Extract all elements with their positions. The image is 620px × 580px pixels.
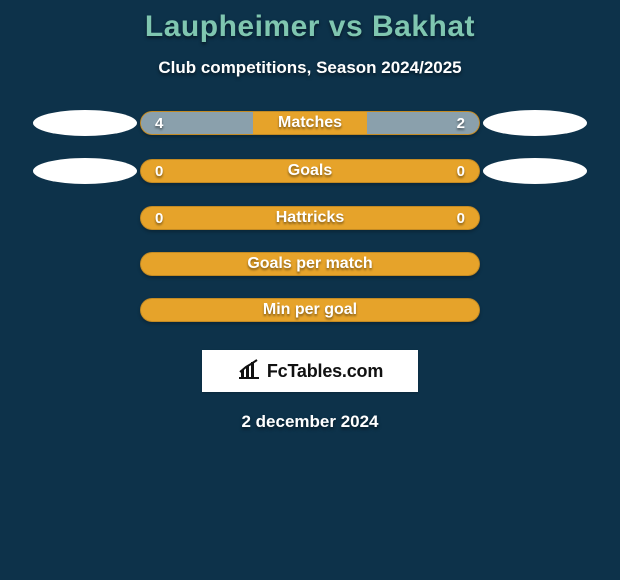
title-vs: vs	[320, 10, 372, 43]
title-player-a: Laupheimer	[145, 10, 320, 43]
left-oval-icon	[33, 110, 137, 136]
bar-label: Goals	[288, 162, 332, 180]
bar-label-wrap: Goals	[141, 160, 479, 182]
stat-row-goals-per-match: Goals per match	[0, 252, 620, 276]
right-badge	[480, 110, 590, 136]
stat-rows: 42Matches 00Goals 00Hattricks Goals per mat…	[0, 110, 620, 322]
stat-row-matches: 42Matches	[0, 110, 620, 136]
bar-goals-per-match: Goals per match	[140, 252, 480, 276]
chart-icon	[237, 358, 261, 385]
stat-row-min-per-goal: Min per goal	[0, 298, 620, 322]
bar-label: Goals per match	[247, 255, 372, 273]
brand-box[interactable]: FcTables.com	[202, 350, 418, 392]
left-badge	[30, 110, 140, 136]
title-player-b: Bakhat	[372, 10, 475, 43]
bar-min-per-goal: Min per goal	[140, 298, 480, 322]
bar-goals: 00Goals	[140, 159, 480, 183]
left-badge	[30, 158, 140, 184]
subtitle: Club competitions, Season 2024/2025	[0, 58, 620, 78]
brand-text: FcTables.com	[267, 361, 383, 382]
bar-label-wrap: Hattricks	[141, 207, 479, 229]
right-oval-icon	[483, 110, 587, 136]
bar-label: Matches	[278, 114, 342, 132]
bar-hattricks: 00Hattricks	[140, 206, 480, 230]
bar-label-wrap: Min per goal	[141, 299, 479, 321]
stat-row-goals: 00Goals	[0, 158, 620, 184]
bar-label: Min per goal	[263, 301, 357, 319]
right-badge	[480, 158, 590, 184]
bar-label-wrap: Matches	[141, 112, 479, 134]
page-title: Laupheimer vs Bakhat	[0, 0, 620, 44]
bar-matches: 42Matches	[140, 111, 480, 135]
comparison-infographic: Laupheimer vs Bakhat Club competitions, …	[0, 0, 620, 580]
right-oval-icon	[483, 158, 587, 184]
bar-label: Hattricks	[276, 209, 344, 227]
stat-row-hattricks: 00Hattricks	[0, 206, 620, 230]
bar-label-wrap: Goals per match	[141, 253, 479, 275]
date-text: 2 december 2024	[0, 412, 620, 432]
left-oval-icon	[33, 158, 137, 184]
